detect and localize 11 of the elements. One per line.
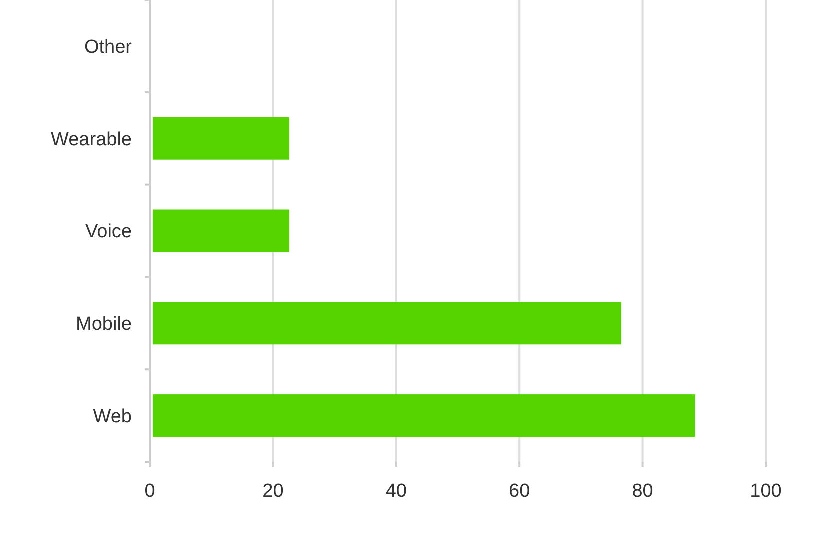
y-tick-label: Web bbox=[93, 406, 132, 428]
x-tick-label: 40 bbox=[386, 481, 407, 502]
y-tick-label: Voice bbox=[86, 222, 132, 243]
x-tick-label: 20 bbox=[262, 481, 284, 502]
x-tick-label: 60 bbox=[509, 481, 530, 502]
y-tick-label: Other bbox=[84, 36, 133, 58]
x-tick-label: 80 bbox=[632, 481, 654, 502]
y-tick-label: Mobile bbox=[76, 314, 132, 336]
y-tick-label: Wearable bbox=[51, 129, 132, 150]
x-tick-label: 100 bbox=[750, 481, 782, 502]
x-tick-label: 0 bbox=[144, 481, 156, 502]
